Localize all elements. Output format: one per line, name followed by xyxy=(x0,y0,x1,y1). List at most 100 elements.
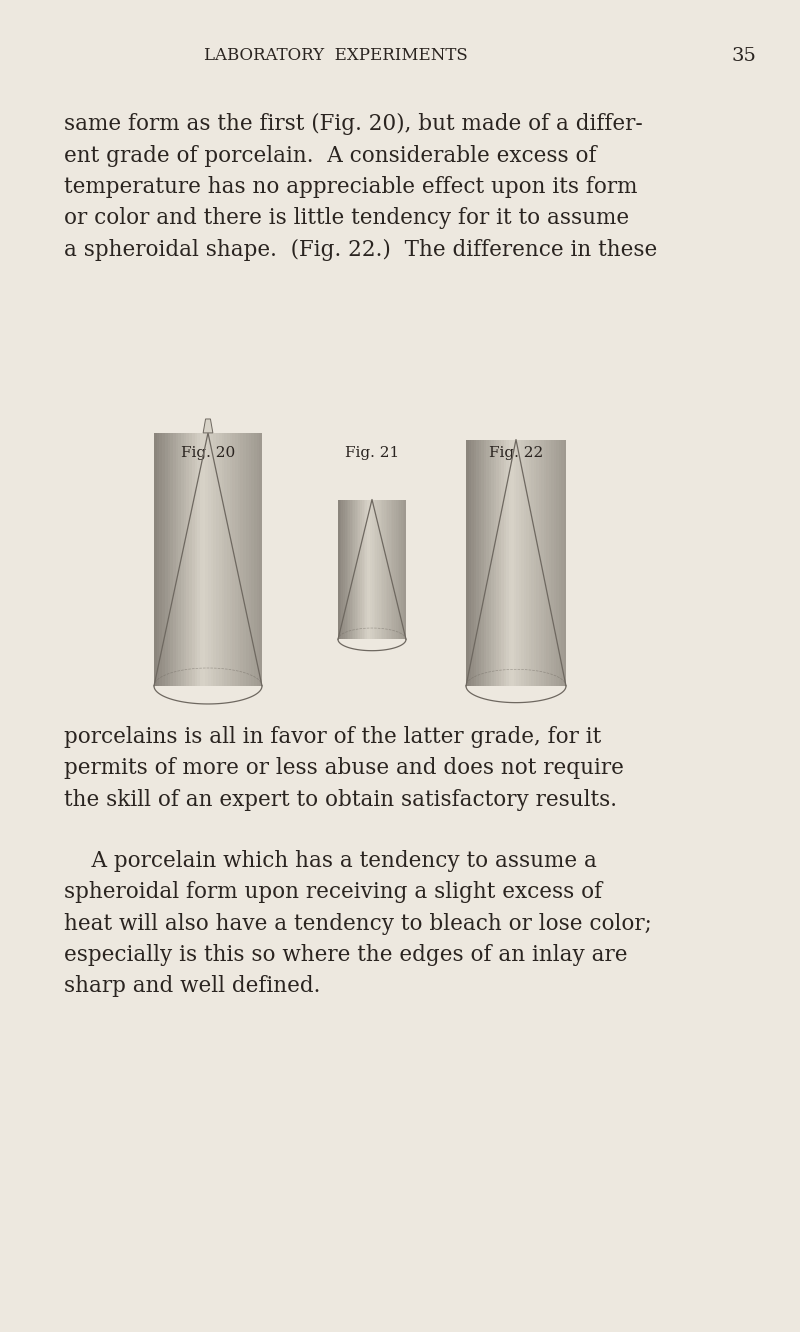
Polygon shape xyxy=(372,500,374,639)
Polygon shape xyxy=(154,433,208,686)
Polygon shape xyxy=(516,440,538,686)
Polygon shape xyxy=(469,440,516,686)
Polygon shape xyxy=(162,433,208,686)
Polygon shape xyxy=(170,433,208,686)
Polygon shape xyxy=(186,433,208,686)
Polygon shape xyxy=(372,500,387,639)
Polygon shape xyxy=(208,433,254,686)
Text: A porcelain which has a tendency to assume a
spheroidal form upon receiving a sl: A porcelain which has a tendency to assu… xyxy=(64,850,652,998)
Polygon shape xyxy=(208,433,230,686)
Text: Fig. 20: Fig. 20 xyxy=(181,446,235,461)
Polygon shape xyxy=(354,500,372,639)
Polygon shape xyxy=(516,440,529,686)
Polygon shape xyxy=(372,500,404,639)
Polygon shape xyxy=(372,500,379,639)
Polygon shape xyxy=(481,440,516,686)
Polygon shape xyxy=(372,500,402,639)
Polygon shape xyxy=(208,433,246,686)
Polygon shape xyxy=(372,500,401,639)
Polygon shape xyxy=(165,433,208,686)
Polygon shape xyxy=(367,500,372,639)
Polygon shape xyxy=(372,500,386,639)
Polygon shape xyxy=(511,440,516,686)
Polygon shape xyxy=(197,433,208,686)
Polygon shape xyxy=(352,500,372,639)
Polygon shape xyxy=(208,433,235,686)
Polygon shape xyxy=(516,440,541,686)
Polygon shape xyxy=(200,433,208,686)
Polygon shape xyxy=(372,500,382,639)
Polygon shape xyxy=(345,500,372,639)
Polygon shape xyxy=(208,433,243,686)
Polygon shape xyxy=(516,440,551,686)
Polygon shape xyxy=(372,500,396,639)
Polygon shape xyxy=(208,433,257,686)
Polygon shape xyxy=(516,440,518,686)
Polygon shape xyxy=(208,433,227,686)
Polygon shape xyxy=(181,433,208,686)
Polygon shape xyxy=(516,440,536,686)
Polygon shape xyxy=(372,500,406,639)
Polygon shape xyxy=(516,440,531,686)
Polygon shape xyxy=(514,440,516,686)
Polygon shape xyxy=(516,440,543,686)
Polygon shape xyxy=(343,500,372,639)
Polygon shape xyxy=(372,500,377,639)
Polygon shape xyxy=(208,433,214,686)
Polygon shape xyxy=(372,500,399,639)
Polygon shape xyxy=(363,500,372,639)
Polygon shape xyxy=(483,440,516,686)
Polygon shape xyxy=(372,500,390,639)
Polygon shape xyxy=(189,433,208,686)
Polygon shape xyxy=(167,433,208,686)
Polygon shape xyxy=(208,433,216,686)
Polygon shape xyxy=(506,440,516,686)
Polygon shape xyxy=(208,433,262,686)
Polygon shape xyxy=(342,500,372,639)
Polygon shape xyxy=(365,500,372,639)
Polygon shape xyxy=(173,433,208,686)
Text: Fig. 22: Fig. 22 xyxy=(489,446,543,461)
Polygon shape xyxy=(357,500,372,639)
Text: 35: 35 xyxy=(731,47,757,65)
Polygon shape xyxy=(355,500,372,639)
Polygon shape xyxy=(516,440,549,686)
Polygon shape xyxy=(176,433,208,686)
Polygon shape xyxy=(369,500,372,639)
Polygon shape xyxy=(178,433,208,686)
Polygon shape xyxy=(516,440,521,686)
Polygon shape xyxy=(516,440,558,686)
Polygon shape xyxy=(516,440,554,686)
Text: same form as the first (Fig. 20), but made of a differ-
ent grade of porcelain. : same form as the first (Fig. 20), but ma… xyxy=(64,113,658,261)
Polygon shape xyxy=(350,500,372,639)
Polygon shape xyxy=(348,500,372,639)
Polygon shape xyxy=(516,440,561,686)
Polygon shape xyxy=(208,433,238,686)
Polygon shape xyxy=(208,433,222,686)
Polygon shape xyxy=(208,433,210,686)
Polygon shape xyxy=(338,500,372,639)
Text: Fig. 21: Fig. 21 xyxy=(345,446,399,461)
Polygon shape xyxy=(362,500,372,639)
Polygon shape xyxy=(372,500,393,639)
Polygon shape xyxy=(516,440,556,686)
Polygon shape xyxy=(516,440,563,686)
Polygon shape xyxy=(372,500,394,639)
Polygon shape xyxy=(471,440,516,686)
Polygon shape xyxy=(370,500,372,639)
Polygon shape xyxy=(501,440,516,686)
Polygon shape xyxy=(466,440,516,686)
Polygon shape xyxy=(372,500,384,639)
Polygon shape xyxy=(494,440,516,686)
Polygon shape xyxy=(516,440,526,686)
Polygon shape xyxy=(203,420,213,433)
Polygon shape xyxy=(206,433,208,686)
Polygon shape xyxy=(208,433,249,686)
Polygon shape xyxy=(516,440,523,686)
Polygon shape xyxy=(157,433,208,686)
Polygon shape xyxy=(194,433,208,686)
Polygon shape xyxy=(516,440,534,686)
Polygon shape xyxy=(496,440,516,686)
Polygon shape xyxy=(208,433,251,686)
Polygon shape xyxy=(184,433,208,686)
